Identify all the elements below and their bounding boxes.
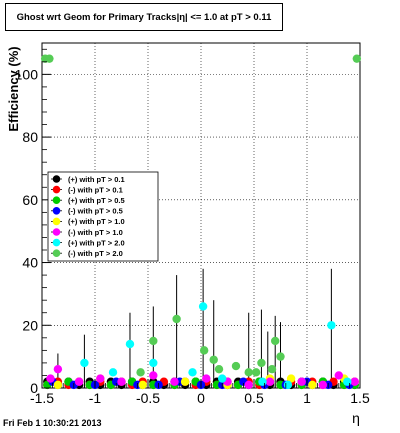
data-point [308, 380, 317, 390]
data-point [149, 358, 158, 368]
data-point [74, 377, 84, 386]
legend-marker [52, 238, 61, 247]
legend-marker [52, 207, 61, 215]
data-point [53, 364, 63, 374]
x-tick-label: 0.5 [244, 390, 264, 406]
data-point [149, 336, 158, 346]
x-axis-label: η [352, 410, 360, 426]
data-point [198, 302, 208, 311]
data-point [180, 377, 190, 386]
data-point [258, 377, 267, 386]
x-tick-label: -1 [89, 390, 102, 406]
data-point [199, 346, 209, 355]
y-tick-label: 20 [22, 317, 38, 333]
data-point [117, 377, 126, 386]
legend-entry-label: (-) with pT > 0.5 [68, 207, 123, 216]
legend-entry-label: (+) with pT > 1.0 [68, 217, 125, 226]
legend-entry-label: (-) with pT > 0.1 [68, 185, 123, 194]
legend-entry-label: (+) with pT > 0.5 [68, 196, 125, 205]
data-point [244, 380, 253, 390]
legend-marker [52, 175, 61, 183]
data-point [125, 339, 135, 349]
data-point [352, 54, 362, 63]
data-point [108, 368, 118, 377]
x-tick-label: 1 [303, 390, 311, 406]
legend-entry-label: (+) with pT > 2.0 [68, 238, 125, 247]
data-point [149, 371, 158, 380]
legend-box [47, 171, 159, 262]
data-point [136, 368, 145, 377]
y-tick-label: 0 [30, 380, 38, 396]
data-point [53, 380, 63, 390]
data-point [350, 377, 359, 386]
legend-entry-label: (-) with pT > 1.0 [68, 228, 123, 237]
data-point [218, 374, 227, 383]
data-point [267, 364, 277, 374]
data-point [96, 374, 105, 383]
data-point [209, 355, 218, 364]
data-point [257, 358, 266, 368]
grid-lines [42, 43, 360, 388]
legend-marker [52, 185, 61, 194]
data-point [138, 380, 147, 390]
timestamp-footer: Fri Feb 1 10:30:21 2013 [3, 418, 102, 428]
x-tick-label: -1.5 [30, 390, 54, 406]
chart-title-box: Ghost wrt Geom for Primary Tracks|η| <= … [5, 3, 283, 31]
data-point [265, 377, 275, 386]
data-point [46, 374, 55, 383]
legend-entry-label: (+) with pT > 0.1 [68, 175, 125, 184]
x-tick-label: 0 [197, 390, 205, 406]
x-tick-label: -0.5 [136, 390, 160, 406]
data-point [231, 361, 241, 371]
data-points [40, 54, 362, 390]
data-point [286, 374, 296, 383]
data-point [318, 380, 328, 390]
data-point [334, 371, 343, 380]
data-point [80, 358, 89, 368]
data-point [271, 336, 280, 346]
legend-marker [52, 228, 61, 236]
y-axis-label: Efficiency (%) [6, 46, 21, 131]
data-point [276, 352, 285, 361]
data-point [214, 364, 224, 374]
data-point [297, 377, 306, 386]
data-point [244, 368, 253, 377]
legend-entry-label: (-) with pT > 2.0 [68, 249, 123, 258]
legend: (+) with pT > 0.1(-) with pT > 0.1 (+) wi… [47, 171, 159, 262]
data-point [202, 374, 211, 383]
chart-title: Ghost wrt Geom for Primary Tracks|η| <= … [16, 12, 272, 23]
data-point [170, 377, 179, 386]
data-point [327, 321, 336, 330]
y-tick-label: 100 [15, 66, 39, 82]
legend-marker [52, 217, 61, 226]
axes: -1.5 -1 -0.5 0 0.5 1 1.5 0 20 40 60 80 100 [15, 48, 370, 406]
data-point [172, 314, 181, 324]
data-point [343, 377, 352, 386]
x-tick-label: 1.5 [350, 390, 370, 406]
data-point [45, 54, 54, 63]
legend-marker [52, 249, 61, 257]
y-tick-label: 80 [22, 129, 38, 145]
y-tick-label: 40 [22, 255, 38, 271]
data-point [283, 380, 293, 390]
data-point [251, 368, 261, 377]
legend-marker [52, 196, 61, 204]
data-point [188, 368, 197, 377]
y-tick-label: 60 [22, 192, 38, 208]
